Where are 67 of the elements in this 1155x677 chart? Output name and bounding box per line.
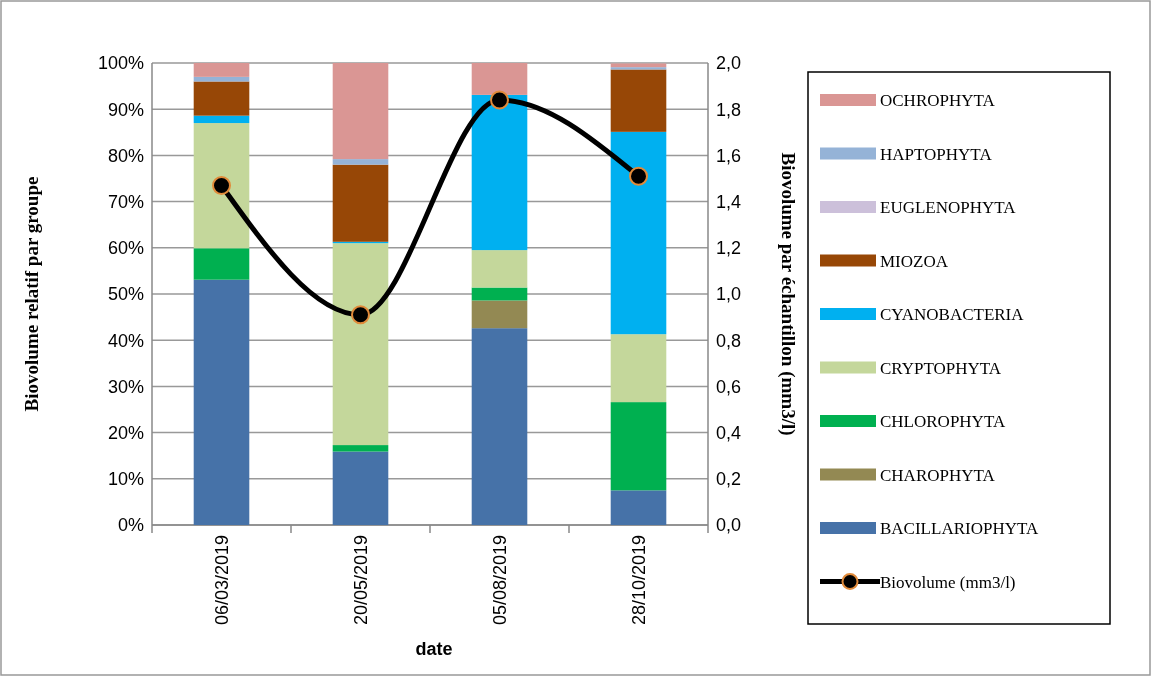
y2-tick-label: 0,2 [716,469,742,490]
bar [610,490,667,525]
y-tick-label: 20% [107,422,144,443]
y-tick-label: 30% [107,376,144,397]
y2-tick-label: 0,6 [716,376,742,397]
point [212,175,231,195]
y-tick-label: 70% [107,191,144,212]
x-tick-label: 05/08/2019 [489,535,510,626]
x-axis-title: date [415,639,453,659]
bar [193,115,250,124]
legend-label: CYANOBACTERIA [880,305,1025,324]
y-tick-label: 90% [107,99,144,120]
bar [610,131,667,335]
y-tick-label: 100% [97,53,144,74]
bar [471,94,528,251]
y2-axis-title: Biovolume par échantillon (mm3/l) [777,152,799,436]
bar [610,402,667,491]
y2-tick-label: 0,4 [716,422,742,443]
bar [471,287,528,301]
bar [332,164,389,242]
x-tick-label: 28/10/2019 [628,535,649,626]
legend-label: Biovolume (mm3/l) [880,572,1016,592]
x-tick-label: 06/03/2019 [211,535,232,626]
y2-tick-label: 0,0 [716,515,742,536]
bar [193,248,250,280]
legend-label: EUGLENOPHYTA [880,198,1017,217]
y-axis-title: Biovolume relatif par groupe [21,176,42,412]
bar [471,328,528,525]
y-tick-label: 40% [107,330,144,351]
legend-label: CHLOROPHYTA [880,412,1006,431]
bar [610,69,667,132]
y2-tick-label: 1,4 [716,191,742,212]
y2-tick-label: 1,6 [716,145,742,166]
legend-label: HAPTOPHYTA [880,144,993,164]
bar [610,334,667,403]
y2-tick-label: 2,0 [716,53,742,74]
bar [332,243,389,446]
y2-tick-label: 1,8 [716,99,742,120]
legend-label: CHAROPHYTA [880,465,996,485]
bar [471,300,528,329]
legend-label: OCHROPHYTA [880,91,996,110]
bar [193,63,250,77]
bar [471,250,528,288]
legend-label: MIOZOA [880,251,949,271]
point [629,166,648,186]
y2-tick-label: 1,0 [716,284,742,305]
y2-tick-label: 0,8 [716,330,742,351]
y-tick-label: 60% [107,238,144,259]
bar [193,279,250,525]
bar [471,63,528,95]
y-tick-label: 0% [117,515,144,536]
legend-label: BACILLARIOPHYTA [880,519,1039,538]
y-tick-label: 10% [107,469,144,490]
legend-label: CRYPTOPHYTA [880,358,1002,378]
bar [610,63,667,68]
bar [193,81,250,116]
bar [193,123,250,249]
bar [332,159,389,165]
y-tick-label: 80% [107,145,144,166]
bar [332,445,389,452]
point [351,305,370,325]
y2-tick-label: 1,2 [716,238,742,259]
bar [332,451,389,525]
bar [332,63,389,160]
y-tick-label: 50% [107,284,144,305]
point [490,90,509,110]
x-tick-label: 20/05/2019 [350,535,371,626]
